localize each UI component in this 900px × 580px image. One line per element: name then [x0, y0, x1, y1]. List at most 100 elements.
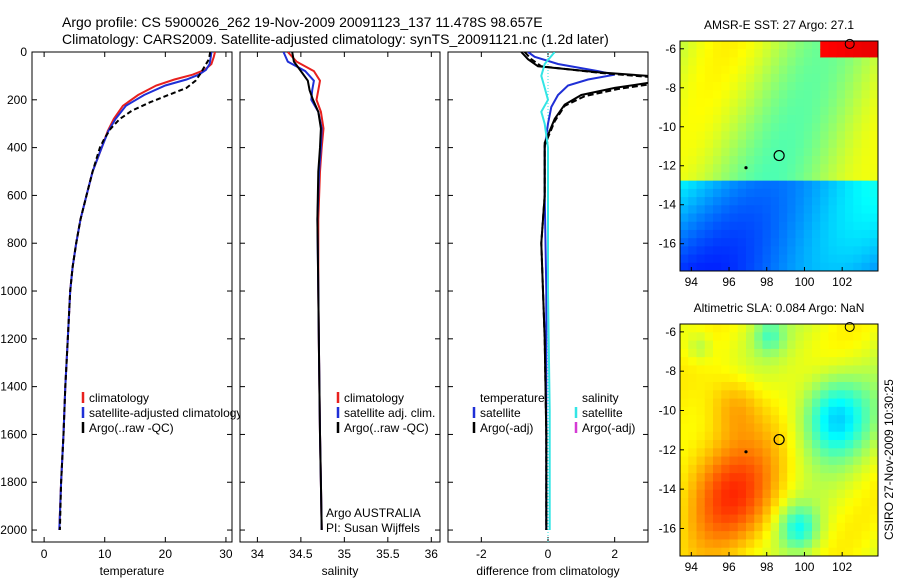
map-cell — [845, 156, 854, 165]
map-cell — [845, 481, 854, 491]
map-cell — [770, 340, 780, 350]
map-cell — [746, 221, 755, 231]
map-cell — [754, 90, 763, 99]
map-cell — [713, 473, 722, 482]
map-cell — [713, 139, 722, 149]
map-cell — [680, 522, 689, 532]
map-cell — [853, 514, 862, 524]
map-cell — [787, 547, 796, 557]
map-cell — [737, 229, 747, 239]
map-cell — [812, 332, 821, 342]
map-cell — [704, 522, 714, 532]
map-cell — [853, 348, 862, 358]
map-cell — [803, 73, 813, 83]
map-cell — [721, 398, 730, 408]
map-cell — [746, 440, 755, 449]
map-cell — [704, 415, 714, 424]
map-cell — [845, 147, 854, 157]
map-cell — [795, 473, 805, 482]
map-cell — [680, 373, 689, 383]
map-cell — [754, 340, 763, 350]
header-line2: Climatology: CARS2009. Satellite-adjuste… — [62, 31, 609, 47]
map-cell — [795, 431, 805, 441]
map-cell — [754, 522, 763, 532]
salinity-plot-frame — [239, 51, 441, 543]
map-cell — [803, 547, 813, 557]
map-cell — [680, 221, 689, 231]
map-cell — [803, 139, 813, 149]
map-cell — [713, 448, 722, 458]
map-cell — [688, 514, 697, 524]
map-cell — [696, 539, 706, 549]
map-cell — [737, 98, 747, 108]
map-cell — [721, 106, 730, 116]
map-cell — [713, 106, 722, 116]
map-cell — [688, 373, 697, 383]
map-cell — [845, 139, 854, 149]
x-tick-label: 35.5 — [376, 547, 400, 561]
map-cell — [704, 547, 714, 557]
map-cell — [853, 522, 862, 532]
map-cell — [721, 332, 730, 342]
map-cell — [729, 73, 739, 83]
map-cell — [754, 431, 763, 441]
map-cell — [820, 123, 829, 132]
map-cell — [836, 205, 846, 214]
x-tick-label: 98 — [760, 275, 774, 289]
map-cell — [746, 262, 755, 272]
map-cell — [820, 221, 829, 231]
map-cell — [795, 213, 805, 223]
map-cell — [795, 197, 805, 206]
map-cell — [737, 205, 747, 214]
map-cell — [729, 197, 739, 206]
map-cell — [836, 65, 846, 75]
map-cell — [746, 90, 755, 99]
map-cell — [845, 82, 854, 91]
map-cell — [779, 197, 788, 206]
map-cell — [779, 213, 788, 223]
map-cell — [820, 531, 829, 540]
map-cell — [795, 489, 805, 499]
map-cell — [828, 180, 838, 190]
map-cell — [836, 221, 846, 231]
map-cell — [721, 147, 730, 157]
map-cell — [737, 357, 747, 366]
map-cell — [836, 348, 846, 358]
map-cell — [779, 106, 788, 116]
map-cell — [869, 164, 879, 173]
map-cell — [836, 73, 846, 83]
map-cell — [836, 324, 846, 333]
map-cell — [746, 398, 755, 408]
map-cell — [828, 473, 838, 482]
map-cell — [869, 473, 879, 482]
map-cell — [680, 431, 689, 441]
map-cell — [820, 90, 829, 99]
map-cell — [762, 531, 772, 540]
map-cell — [820, 82, 829, 91]
map-cell — [688, 406, 697, 416]
map-cell — [696, 90, 706, 99]
map-cell — [696, 423, 706, 433]
map-cell — [746, 324, 755, 333]
map-cell — [754, 373, 763, 383]
map-cell — [713, 423, 722, 433]
map-cell — [779, 262, 788, 272]
map-cell — [812, 98, 821, 108]
map-cell — [795, 332, 805, 342]
map-cell — [746, 65, 755, 75]
map-cell — [853, 406, 862, 416]
map-cell — [812, 340, 821, 350]
x-tick-label: 94 — [685, 275, 699, 289]
map-cell — [737, 390, 747, 400]
map-cell — [820, 180, 829, 190]
map-cell — [787, 423, 796, 433]
map-cell — [787, 254, 796, 264]
map-cell — [779, 332, 788, 342]
map-cell — [820, 332, 829, 342]
map-cell — [721, 49, 730, 58]
series-line — [291, 52, 323, 531]
map-cell — [861, 473, 871, 482]
map-cell — [787, 324, 796, 333]
map-cell — [746, 506, 755, 516]
map-cell — [861, 147, 871, 157]
